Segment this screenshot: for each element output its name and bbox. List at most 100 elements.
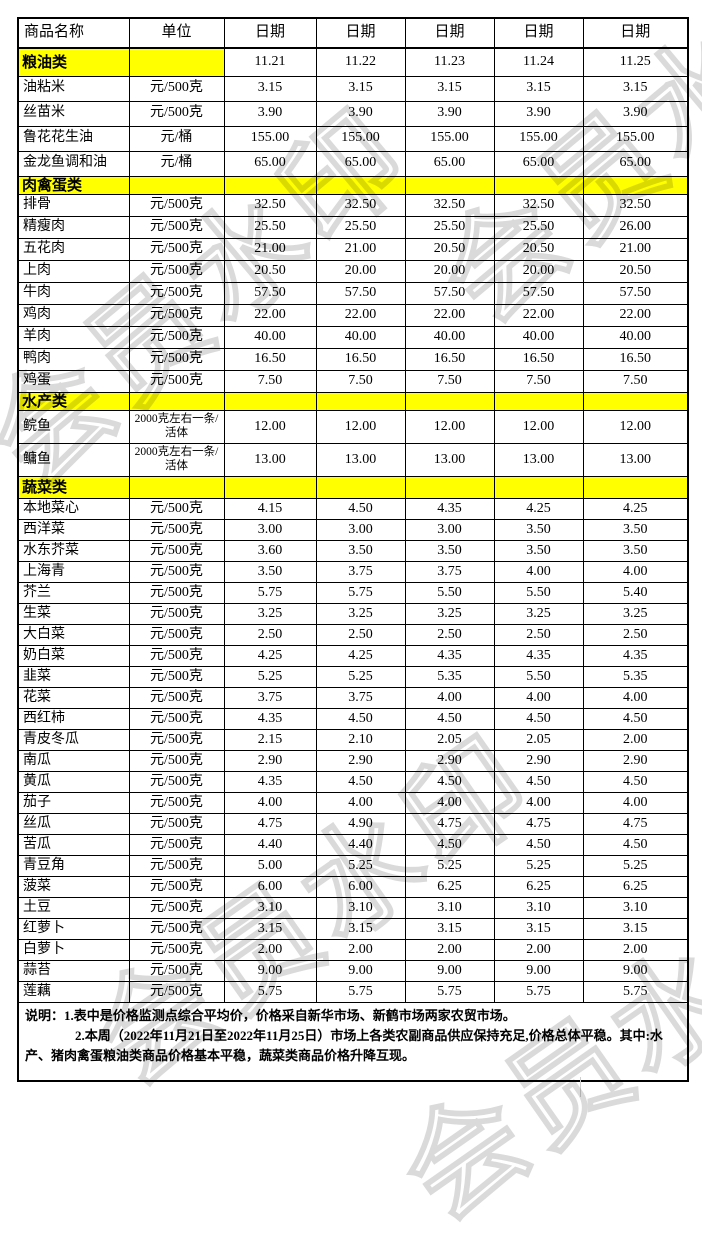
price-cell: 9.00 bbox=[404, 960, 495, 982]
note-line: 说明：1.表中是价格监测点综合平均价，价格采自新华市场、新鹤市场两家农贸市场。 bbox=[25, 1008, 516, 1023]
section-row: 水产类 bbox=[17, 391, 689, 412]
col-header-unit: 单位 bbox=[128, 17, 225, 49]
price-cell: 4.50 bbox=[493, 834, 584, 856]
price-cell: 3.15 bbox=[315, 75, 406, 102]
section-row: 粮油类 11.21 11.22 11.23 11.24 11.25 bbox=[17, 47, 689, 77]
price-cell: 2.00 bbox=[223, 939, 317, 961]
section-empty-cell bbox=[404, 175, 495, 195]
product-name-cell: 红萝卜 bbox=[17, 918, 130, 940]
price-cell: 25.50 bbox=[493, 215, 584, 239]
product-row: 精瘦肉 元/500克 25.50 25.50 25.50 25.50 26.00 bbox=[17, 215, 689, 239]
price-cell: 40.00 bbox=[582, 325, 689, 349]
price-cell: 3.15 bbox=[315, 918, 406, 940]
price-cell: 3.10 bbox=[582, 897, 689, 919]
section-empty-cell bbox=[582, 175, 689, 195]
unit-cell: 元/500克 bbox=[128, 792, 225, 814]
unit-cell: 元/500克 bbox=[128, 193, 225, 217]
price-cell: 3.15 bbox=[582, 75, 689, 102]
price-cell: 2.00 bbox=[315, 939, 406, 961]
unit-cell: 元/500克 bbox=[128, 918, 225, 940]
price-cell: 22.00 bbox=[493, 303, 584, 327]
price-cell: 9.00 bbox=[493, 960, 584, 982]
price-cell: 3.50 bbox=[315, 540, 406, 562]
price-cell: 57.50 bbox=[404, 281, 495, 305]
price-cell: 5.35 bbox=[582, 666, 689, 688]
section-empty-cell bbox=[582, 476, 689, 499]
date-cell: 11.21 bbox=[223, 47, 317, 77]
product-name-cell: 鸡蛋 bbox=[17, 369, 130, 393]
section-empty-cell bbox=[582, 391, 689, 412]
product-name-cell: 鸭肉 bbox=[17, 347, 130, 371]
price-cell: 9.00 bbox=[582, 960, 689, 982]
product-name-cell: 大白菜 bbox=[17, 624, 130, 646]
price-cell: 6.00 bbox=[315, 876, 406, 898]
product-row: 南瓜 元/500克 2.90 2.90 2.90 2.90 2.90 bbox=[17, 750, 689, 772]
price-cell: 3.15 bbox=[223, 918, 317, 940]
price-cell: 26.00 bbox=[582, 215, 689, 239]
price-cell: 20.00 bbox=[404, 259, 495, 283]
price-cell: 4.15 bbox=[223, 498, 317, 520]
price-cell: 3.15 bbox=[404, 918, 495, 940]
notes-row: 说明：1.表中是价格监测点综合平均价，价格采自新华市场、新鹤市场两家农贸市场。 … bbox=[17, 1002, 689, 1081]
price-cell: 32.50 bbox=[582, 193, 689, 217]
price-cell: 5.50 bbox=[493, 666, 584, 688]
product-name-cell: 鲁花花生油 bbox=[17, 125, 130, 152]
price-cell: 3.75 bbox=[315, 687, 406, 709]
product-row: 蒜苔 元/500克 9.00 9.00 9.00 9.00 9.00 bbox=[17, 960, 689, 982]
price-cell: 40.00 bbox=[493, 325, 584, 349]
price-cell: 20.00 bbox=[493, 259, 584, 283]
price-cell: 3.25 bbox=[493, 603, 584, 625]
price-cell: 65.00 bbox=[493, 150, 584, 177]
price-cell: 7.50 bbox=[493, 369, 584, 393]
price-cell: 3.25 bbox=[223, 603, 317, 625]
price-cell: 2.50 bbox=[404, 624, 495, 646]
unit-cell: 元/500克 bbox=[128, 645, 225, 667]
price-cell: 3.90 bbox=[582, 100, 689, 127]
unit-cell: 元/500克 bbox=[128, 624, 225, 646]
price-cell: 20.00 bbox=[315, 259, 406, 283]
product-name-cell: 白萝卜 bbox=[17, 939, 130, 961]
price-cell: 5.25 bbox=[223, 666, 317, 688]
product-row: 西洋菜 元/500克 3.00 3.00 3.00 3.50 3.50 bbox=[17, 519, 689, 541]
price-cell: 3.90 bbox=[404, 100, 495, 127]
price-cell: 12.00 bbox=[582, 410, 689, 444]
price-cell: 4.75 bbox=[404, 813, 495, 835]
product-row: 大白菜 元/500克 2.50 2.50 2.50 2.50 2.50 bbox=[17, 624, 689, 646]
price-cell: 5.00 bbox=[223, 855, 317, 877]
product-name-cell: 蒜苔 bbox=[17, 960, 130, 982]
product-name-cell: 丝瓜 bbox=[17, 813, 130, 835]
price-cell: 4.00 bbox=[493, 792, 584, 814]
price-cell: 4.50 bbox=[582, 708, 689, 730]
price-cell: 5.75 bbox=[223, 582, 317, 604]
unit-cell: 2000克左右一条/活体 bbox=[128, 410, 225, 444]
price-cell: 3.15 bbox=[582, 918, 689, 940]
unit-cell: 2000克左右一条/活体 bbox=[128, 443, 225, 477]
product-name-cell: 鲩鱼 bbox=[17, 410, 130, 444]
price-cell: 13.00 bbox=[223, 443, 317, 477]
price-cell: 4.25 bbox=[223, 645, 317, 667]
product-row: 奶白菜 元/500克 4.25 4.25 4.35 4.35 4.35 bbox=[17, 645, 689, 667]
unit-cell: 元/500克 bbox=[128, 561, 225, 583]
price-cell: 4.00 bbox=[404, 792, 495, 814]
price-cell: 2.50 bbox=[493, 624, 584, 646]
product-row: 菠菜 元/500克 6.00 6.00 6.25 6.25 6.25 bbox=[17, 876, 689, 898]
product-row: 排骨 元/500克 32.50 32.50 32.50 32.50 32.50 bbox=[17, 193, 689, 217]
col-header-date: 日期 bbox=[223, 17, 317, 49]
price-cell: 65.00 bbox=[404, 150, 495, 177]
product-name-cell: 芥兰 bbox=[17, 582, 130, 604]
price-cell: 6.25 bbox=[493, 876, 584, 898]
product-row: 鸡肉 元/500克 22.00 22.00 22.00 22.00 22.00 bbox=[17, 303, 689, 327]
price-cell: 4.50 bbox=[493, 708, 584, 730]
price-cell: 3.75 bbox=[404, 561, 495, 583]
product-row: 羊肉 元/500克 40.00 40.00 40.00 40.00 40.00 bbox=[17, 325, 689, 349]
product-row: 韭菜 元/500克 5.25 5.25 5.35 5.50 5.35 bbox=[17, 666, 689, 688]
product-row: 生菜 元/500克 3.25 3.25 3.25 3.25 3.25 bbox=[17, 603, 689, 625]
price-cell: 6.00 bbox=[223, 876, 317, 898]
price-cell: 16.50 bbox=[582, 347, 689, 371]
section-row: 肉禽蛋类 bbox=[17, 175, 689, 195]
price-cell: 4.35 bbox=[223, 771, 317, 793]
product-name-cell: 青皮冬瓜 bbox=[17, 729, 130, 751]
price-cell: 2.50 bbox=[223, 624, 317, 646]
price-cell: 5.75 bbox=[493, 981, 584, 1003]
